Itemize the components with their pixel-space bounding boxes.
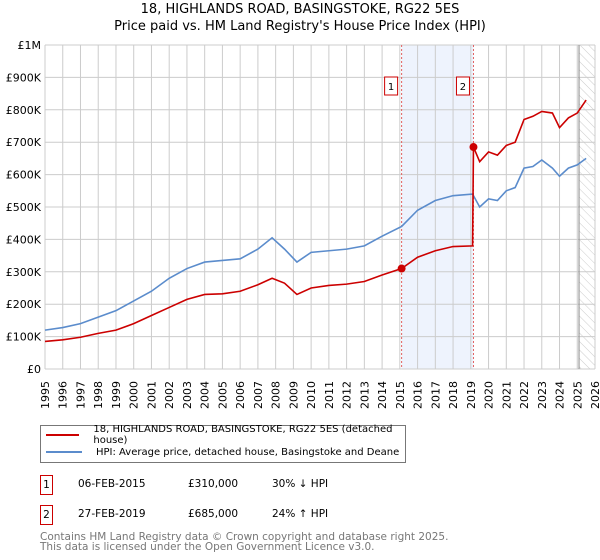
transaction-date: 27-FEB-2019 <box>78 508 146 520</box>
transaction-badge: 2 <box>40 505 53 525</box>
chart-subtitle: Price paid vs. HM Land Registry's House … <box>114 19 486 34</box>
x-tick-label: 2009 <box>287 381 300 409</box>
transaction-row: 2 27-FEB-2019 £685,000 24% ↑ HPI <box>40 505 440 525</box>
y-tick-label: £700K <box>6 136 42 149</box>
x-tick-label: 2021 <box>500 381 513 409</box>
x-tick-label: 1997 <box>74 381 87 409</box>
x-tick-label: 2026 <box>589 381 600 409</box>
sale-marker <box>397 264 406 273</box>
x-tick-label: 2006 <box>234 381 247 409</box>
transaction-row: 1 06-FEB-2015 £310,000 30% ↓ HPI <box>40 475 440 495</box>
chart-svg: 1995 1996 1997 1998 1999 2000 2001 2002 2003 2004… <box>6 39 600 409</box>
y-tick-label: £1M <box>18 39 42 52</box>
legend-swatch-red <box>46 434 80 436</box>
x-tick-label: 1996 <box>57 381 70 409</box>
transaction-hpi: 30% ↓ HPI <box>272 478 329 490</box>
legend-label: 18, HIGHLANDS ROAD, BASINGSTOKE, RG22 5E… <box>93 424 393 446</box>
footer-line: Contains HM Land Registry data © Crown c… <box>40 531 449 543</box>
x-tick-label: 2013 <box>358 381 371 409</box>
x-tick-label: 2002 <box>163 381 176 409</box>
x-tick-label: 2019 <box>465 381 478 409</box>
y-tick-label: £900K <box>6 71 42 84</box>
annotation-box <box>455 76 470 96</box>
transaction-price: £310,000 <box>188 478 239 490</box>
y-tick-label: £200K <box>6 298 42 311</box>
x-tick-label: 2018 <box>447 381 460 409</box>
x-tick-label: 2004 <box>199 381 212 409</box>
x-tick-label: 2015 <box>394 381 407 409</box>
x-tick-label: 2001 <box>145 381 158 409</box>
x-tick-label: 1995 <box>39 381 52 409</box>
x-tick-label: 2007 <box>252 381 265 409</box>
x-tick-label: 2010 <box>305 381 318 409</box>
footer-line: This data is licensed under the Open Gov… <box>40 541 375 553</box>
series-line <box>44 99 587 343</box>
x-tick-label: 2022 <box>518 381 531 409</box>
legend: 18, HIGHLANDS ROAD, BASINGSTOKE, RG22 5E… <box>40 424 406 463</box>
transaction-price: £685,000 <box>188 508 239 520</box>
x-tick-label: 2016 <box>412 381 425 409</box>
legend-item-hpi: HPI: Average price, detached house, Basi… <box>41 444 399 460</box>
x-tick-label: 2003 <box>181 381 194 409</box>
x-tick-label: 2005 <box>216 381 229 409</box>
y-tick-label: £100K <box>6 331 42 344</box>
transaction-badge: 1 <box>40 475 53 495</box>
x-tick-label: 2008 <box>270 381 283 409</box>
legend-label: HPI: Average price, detached house, Basi… <box>96 446 400 458</box>
legend-item-property: 18, HIGHLANDS ROAD, BASINGSTOKE, RG22 5E… <box>41 424 405 446</box>
annotation-box <box>384 76 399 96</box>
x-tick-label: 2014 <box>376 381 389 409</box>
legend-swatch-blue <box>46 451 82 453</box>
x-tick-label: 2012 <box>341 381 354 409</box>
x-tick-label: 2025 <box>571 381 584 409</box>
series-line <box>44 157 587 331</box>
y-tick-label: £500K <box>6 201 42 214</box>
chart-title: 18, HIGHLANDS ROAD, BASINGSTOKE, RG22 5E… <box>140 2 460 17</box>
y-tick-label: £300K <box>6 266 42 279</box>
annotation-label: 2 <box>460 82 466 93</box>
sale-marker <box>469 143 478 152</box>
transaction-date: 06-FEB-2015 <box>78 478 146 490</box>
transaction-hpi: 24% ↑ HPI <box>272 508 329 520</box>
annotation-label: 1 <box>388 82 394 93</box>
x-tick-label: 1998 <box>92 381 105 409</box>
x-tick-label: 2017 <box>429 381 442 409</box>
x-tick-label: 1999 <box>110 381 123 409</box>
x-tick-label: 2023 <box>536 381 549 409</box>
footer: Contains HM Land Registry data © Crown c… <box>40 531 449 553</box>
x-tick-label: 2024 <box>554 381 567 409</box>
y-tick-label: £0 <box>27 363 41 376</box>
y-tick-label: £400K <box>6 233 42 246</box>
x-tick-label: 2020 <box>483 381 496 409</box>
y-tick-label: £800K <box>6 104 42 117</box>
x-tick-label: 2000 <box>128 381 141 409</box>
x-tick-label: 2011 <box>323 381 336 409</box>
y-tick-label: £600K <box>6 169 42 182</box>
